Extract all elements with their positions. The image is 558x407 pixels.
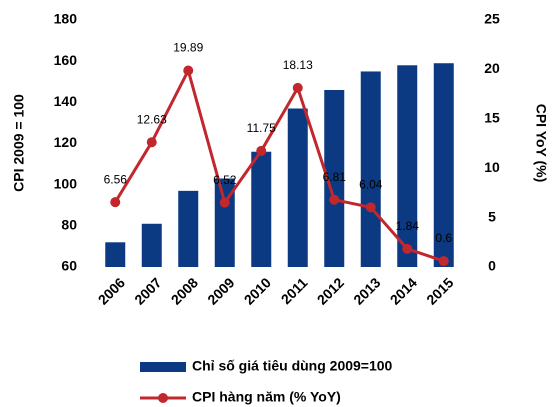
y2-axis-title: CPI YoY (%) [533,104,549,183]
bar [214,178,235,267]
data-label: 6.52 [213,173,237,187]
line-marker [183,65,194,76]
bar [360,71,381,267]
x-tick-label: 2015 [423,274,456,307]
data-label: 18.13 [283,58,313,72]
x-tick-label: 2010 [241,274,274,307]
line-marker [219,197,230,208]
legend-swatch [158,393,168,403]
legend-label: CPI hàng năm (% YoY) [192,389,341,405]
line-marker [329,194,340,205]
y-tick-label: 80 [61,217,77,233]
y2-tick-label: 0 [488,258,496,274]
data-label: 6.56 [104,172,128,186]
bar [105,242,126,267]
y-tick-label: 160 [54,52,78,68]
line-marker [146,137,157,148]
bar [141,223,162,267]
data-label: 1.84 [396,219,420,233]
x-tick-label: 2008 [168,274,201,307]
data-label: 19.89 [173,41,203,55]
bar [251,151,272,267]
bar [433,63,454,267]
y-tick-label: 100 [54,175,78,191]
y-tick-label: 180 [54,11,78,27]
data-label: 12.63 [137,112,167,126]
line-marker [256,145,267,156]
line-marker [110,197,121,208]
line-marker [438,256,449,267]
x-tick-label: 2006 [95,274,128,307]
legend-swatch [140,362,186,372]
y2-tick-label: 15 [484,110,500,126]
x-tick-label: 2014 [387,274,420,307]
data-label: 6.04 [359,177,383,191]
x-tick-label: 2007 [131,274,164,307]
bar [287,108,308,267]
x-tick-label: 2009 [204,274,237,307]
legend-label: Chỉ số giá tiêu dùng 2009=100 [192,358,393,374]
line-marker [365,202,376,213]
x-tick-label: 2011 [278,274,311,307]
y2-tick-label: 20 [484,60,500,76]
data-label: 11.75 [247,121,276,135]
data-label: 6.81 [323,170,347,184]
x-tick-label: 2012 [314,274,347,307]
data-label: 0.6 [435,231,452,245]
line-marker [402,243,413,254]
bar [178,190,199,267]
y-tick-label: 60 [61,258,77,274]
line-marker [292,82,303,93]
x-tick-label: 2013 [350,274,383,307]
bar [397,65,418,268]
y2-tick-label: 25 [484,11,500,27]
bar [324,89,345,267]
y-tick-label: 120 [54,134,78,150]
y-axis-title: CPI 2009 = 100 [11,94,27,192]
line [113,66,445,263]
y2-tick-label: 10 [484,159,500,175]
y2-tick-label: 5 [488,208,496,224]
y-tick-label: 140 [54,93,78,109]
